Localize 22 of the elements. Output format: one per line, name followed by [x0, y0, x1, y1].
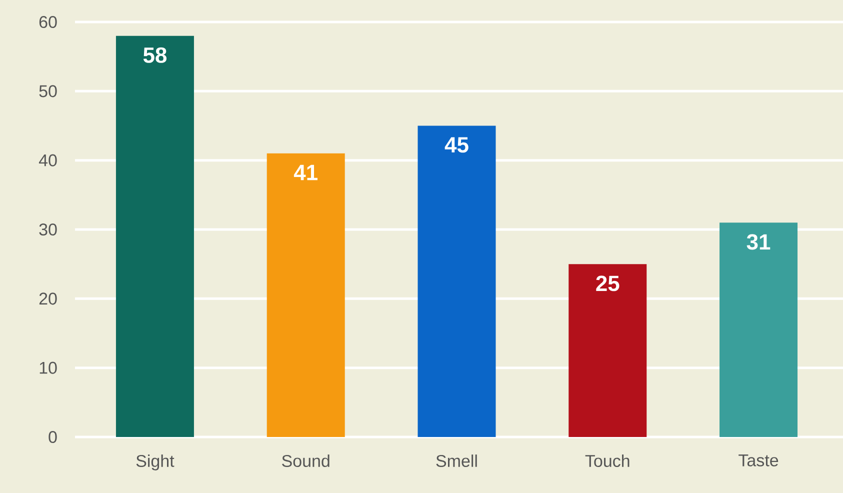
- y-tick-label: 0: [48, 430, 57, 444]
- y-tick-label: 30: [39, 223, 57, 236]
- bar: [116, 36, 194, 437]
- x-tick-label: Taste: [738, 454, 778, 466]
- y-tick-label: 60: [39, 16, 57, 28]
- y-tick-label: 10: [40, 362, 57, 374]
- data-label: 41: [294, 164, 318, 180]
- x-tick-label: Smell: [436, 454, 477, 468]
- y-tick-label: 20: [39, 292, 57, 305]
- bar: [418, 126, 496, 437]
- y-tick-label: 50: [39, 85, 57, 98]
- bar: [266, 153, 345, 437]
- data-label: 45: [444, 137, 468, 153]
- data-label: 25: [596, 276, 620, 292]
- x-tick-label: Sound: [282, 454, 330, 468]
- bar: [568, 264, 647, 437]
- bar: [720, 222, 798, 437]
- data-label: 31: [746, 234, 770, 250]
- y-tick-label: 40: [38, 154, 57, 166]
- x-tick-label: Touch: [585, 454, 630, 468]
- x-tick-label: Sight: [136, 454, 174, 470]
- data-label: 58: [143, 47, 167, 63]
